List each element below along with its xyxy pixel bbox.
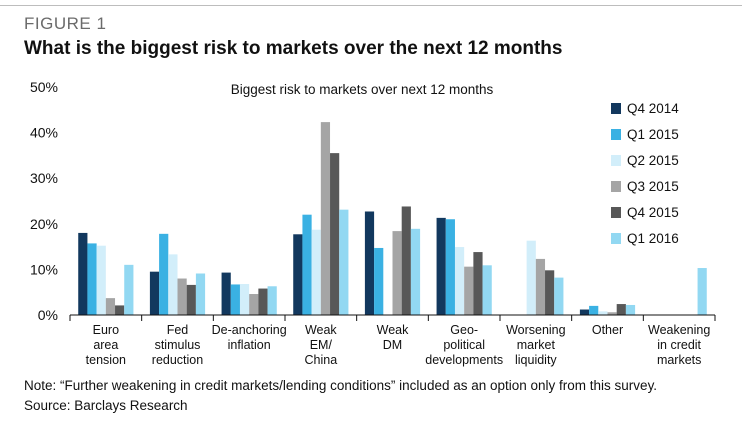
bar [293,234,303,315]
chart-source: Source: Barclays Research [24,398,188,413]
bar [436,217,446,315]
x-category-label: Euro [93,323,119,337]
figure-title: What is the biggest risk to markets over… [24,38,563,59]
bar [186,284,196,315]
bar [535,258,546,315]
y-tick-label: 10% [30,261,58,277]
y-tick-label: 40% [30,125,58,141]
x-category-label: developments [425,353,503,367]
x-category-label: China [304,353,337,367]
bar [464,266,474,315]
bar [545,270,555,315]
x-category-label: tension [86,353,126,367]
y-tick-label: 0% [38,307,58,323]
bar [230,284,240,315]
x-category-label: Weakening [648,323,710,337]
bar [115,305,125,315]
bar [339,209,349,315]
bar [87,243,97,315]
bar [302,214,312,315]
bar [625,304,636,315]
x-category-label: Weak [377,323,409,337]
bar [445,219,455,315]
legend-label: Q1 2016 [627,231,679,246]
bar [149,271,160,315]
legend-label: Q3 2015 [627,179,679,194]
legend-swatch [611,233,621,244]
bar [401,206,411,315]
legend-swatch [611,129,621,140]
legend-swatch [611,207,621,218]
x-category-label: market [517,338,556,352]
x-category-label: Weak [305,323,337,337]
bar [96,245,106,315]
bar [482,265,492,315]
legend-swatch [611,181,621,192]
bar [168,254,178,315]
x-category-label: in credit [657,338,701,352]
legend-label: Q1 2015 [627,127,679,142]
y-tick-label: 50% [30,79,58,95]
bar [697,268,707,315]
figure-label: FIGURE 1 [24,14,107,33]
x-category-label: inflation [228,338,271,352]
bar [267,286,277,315]
bar [105,298,116,315]
x-category-label: stimulus [155,338,201,352]
x-category-label: EM/ [310,338,333,352]
x-category-label: reduction [152,353,203,367]
legend-label: Q4 2015 [627,205,679,220]
chart-title: Biggest risk to markets over next 12 mon… [231,82,494,97]
bar [392,231,402,315]
bar [258,288,268,315]
legend-label: Q2 2015 [627,153,679,168]
x-category-label: Other [592,323,623,337]
x-category-label: DM [383,338,402,352]
bar [78,232,88,315]
bar [410,228,421,315]
bar [473,252,483,315]
x-category-label: Geo- [450,323,478,337]
legend-swatch [611,103,621,114]
y-tick-label: 20% [30,216,58,232]
bar [589,305,599,315]
bar [195,273,206,315]
x-category-label: area [93,338,118,352]
bar [159,233,169,315]
top-rule [0,5,742,6]
bar [526,240,536,315]
bar-chart: 0% 10% 20% 30% 40% 50% Biggest risk to markets… [30,79,716,367]
bar [579,309,590,315]
bar [177,278,187,315]
bar [616,304,626,315]
legend-label: Q4 2014 [627,101,679,116]
bar [607,312,617,315]
x-category-label: Worsening [506,323,566,337]
x-category-label: liquidity [515,353,557,367]
x-category-label: De-anchoring [212,323,287,337]
bar [364,211,375,315]
bar [554,277,564,315]
bar [598,311,608,315]
bar [320,122,331,315]
bar [311,229,321,315]
bar [124,264,134,315]
x-category-label: markets [657,353,701,367]
x-category-label: Fed [167,323,189,337]
bar [249,294,259,315]
bar [221,272,231,315]
chart-note: Note: “Further weakening in credit marke… [24,378,658,393]
legend-swatch [611,155,621,166]
bar [330,153,340,315]
bar [374,247,384,315]
y-tick-label: 30% [30,170,58,186]
x-category-label: political [443,338,485,352]
bar [239,283,250,315]
bar [454,247,465,315]
